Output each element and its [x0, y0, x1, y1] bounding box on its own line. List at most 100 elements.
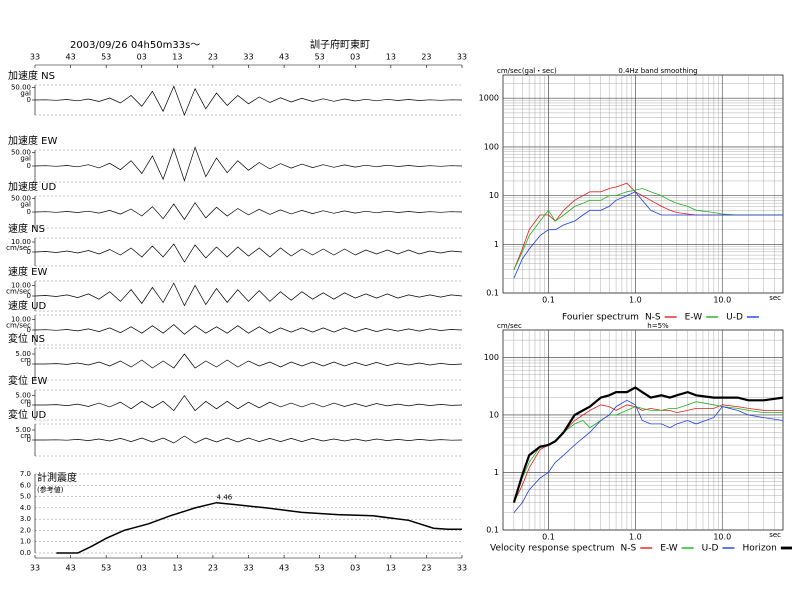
waveform [35, 435, 463, 444]
y-tick-label: 0.0 [20, 549, 31, 557]
record-datetime: 2003/09/26 04h50m33s～ [70, 40, 200, 51]
y-tick-label: 0.1 [486, 289, 499, 298]
x-tick-label: 43 [65, 53, 75, 62]
x-tick-label: 23 [421, 564, 431, 573]
x-tick-label: 33 [457, 564, 467, 573]
plot-frame [502, 329, 784, 531]
y-tick-label: 0 [27, 292, 31, 300]
x-tick-label: 23 [421, 53, 431, 62]
legend-label: E-W [685, 313, 703, 323]
chart-subtitle: h=5% [647, 322, 669, 330]
y-tick-label: 100 [484, 142, 499, 151]
trace-title: 変位 EW [8, 374, 47, 387]
y-tick-label: 5.0 [20, 493, 31, 501]
trace-title: 変位 UD [8, 408, 46, 421]
y-tick-label: 0 [27, 248, 31, 256]
chart-subtitle: (参考値) [37, 485, 64, 494]
unit-label: cm/sec [6, 321, 31, 329]
x-tick-label: 0.1 [542, 296, 555, 305]
waveform [34, 146, 463, 182]
legend-title: Velocity response spectrum [490, 544, 615, 554]
y-tick-label: 1.0 [20, 538, 31, 546]
spectrum-line [512, 386, 784, 503]
y-tick-label: 6.0 [20, 481, 31, 489]
y-tick-label: 50.00 [11, 195, 31, 203]
y-tick-label: 0 [27, 96, 31, 104]
x-tick-label: 33 [243, 564, 253, 573]
y-tick-label: 10.00 [11, 315, 31, 323]
x-tick-label: 33 [30, 53, 40, 62]
y-tick-label: 10 [489, 191, 499, 200]
legend-title: Fourier spectrum [562, 313, 639, 323]
waveform [35, 353, 463, 369]
x-tick-label: 13 [172, 564, 182, 573]
x-axis-label: sec [769, 294, 781, 302]
x-tick-label: 03 [350, 564, 360, 573]
y-tick-label: 5.00 [15, 350, 31, 358]
x-axis-label: sec [769, 531, 781, 539]
trace-title: 加速度 UD [8, 180, 56, 193]
y-tick-label: 50.00 [11, 149, 31, 157]
unit-label: cm [20, 432, 31, 440]
unit-label: gal [20, 201, 31, 209]
x-tick-label: 53 [101, 53, 111, 62]
unit-label: gal [20, 90, 31, 98]
y-tick-label: 10 [489, 410, 499, 419]
y-tick-label: 0.1 [486, 526, 499, 535]
trace-title: 変位 NS [8, 332, 45, 345]
y-tick-label: 0 [27, 401, 31, 409]
y-tick-label: 0 [27, 162, 31, 170]
x-tick-label: 33 [457, 53, 467, 62]
y-tick-label: 0 [27, 208, 31, 216]
x-tick-label: 53 [315, 564, 325, 573]
x-tick-label: 03 [137, 53, 147, 62]
x-tick-label: 33 [30, 564, 40, 573]
intensity-line [56, 501, 462, 554]
y-tick-label: 2.0 [20, 526, 31, 534]
y-tick-label: 7.0 [20, 470, 31, 478]
x-tick-label: 23 [208, 53, 218, 62]
plot-frame [502, 74, 784, 294]
x-tick-label: 0.1 [542, 533, 555, 542]
x-tick-label: 10.0 [713, 533, 731, 542]
trace-title: 速度 UD [8, 299, 46, 312]
legend-label: N-S [645, 313, 661, 323]
unit-label: cm/sec [6, 244, 31, 252]
legend-label: E-W [660, 544, 678, 554]
unit-label: cm [20, 398, 31, 406]
y-tick-label: 0 [27, 326, 31, 334]
x-tick-label: 13 [172, 53, 182, 62]
y-tick-label: 4.0 [20, 504, 31, 512]
waveform [34, 202, 463, 221]
y-tick-label: 10.00 [11, 281, 31, 289]
x-tick-label: 13 [386, 564, 396, 573]
unit-label: cm [20, 356, 31, 364]
trace-title: 速度 EW [8, 265, 47, 278]
x-tick-label: 33 [243, 53, 253, 62]
trace-title: 加速度 NS [8, 69, 55, 82]
chart-subtitle: 0.4Hz band smoothing [618, 67, 697, 75]
legend-label: N-S [621, 544, 637, 554]
waveform [34, 324, 463, 335]
y-tick-label: 3.0 [20, 515, 31, 523]
spectrum-line [513, 191, 783, 279]
y-tick-label: 1 [494, 468, 499, 477]
waveform [34, 282, 463, 307]
x-tick-label: 43 [279, 564, 289, 573]
y-axis-label: cm/sec(gal・sec) [497, 67, 557, 75]
legend-label: U-D [726, 313, 743, 323]
x-tick-label: 53 [101, 564, 111, 573]
y-tick-label: 5.00 [15, 426, 31, 434]
trace-title: 加速度 EW [8, 134, 57, 147]
y-axis-label: cm/sec [497, 322, 522, 330]
x-tick-label: 53 [315, 53, 325, 62]
legend-label: Horizon [742, 544, 776, 554]
waveform [34, 85, 463, 116]
y-tick-label: 1000 [479, 94, 499, 103]
y-tick-label: 5.00 [15, 392, 31, 400]
y-tick-label: 0 [27, 436, 31, 444]
x-tick-label: 23 [208, 564, 218, 573]
x-tick-label: 10.0 [713, 296, 731, 305]
